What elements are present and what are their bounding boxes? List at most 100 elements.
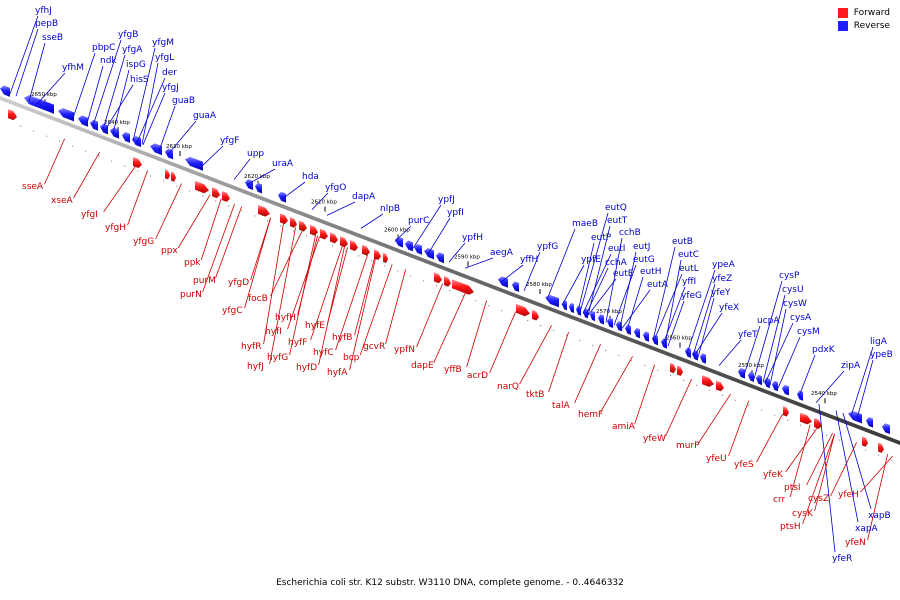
reverse-gene-label: ndk (100, 56, 117, 66)
forward-gene (171, 171, 176, 182)
forward-gene-label: yfeU (706, 454, 727, 464)
trail-dot (228, 205, 230, 207)
reverse-gene-label: der (162, 68, 177, 78)
reverse-leader-line (835, 410, 859, 523)
trail-dot (696, 384, 698, 386)
reverse-gene-label: zipA (841, 361, 861, 371)
reverse-leader-line (233, 158, 251, 180)
trail-dot (163, 180, 165, 182)
trail-dot (280, 225, 282, 227)
forward-leader-line (433, 292, 466, 364)
forward-gene (362, 244, 370, 256)
reverse-gene-label: ucpA (757, 316, 780, 326)
reverse-gene-label: yfhM (62, 63, 84, 73)
forward-gene (290, 217, 297, 228)
forward-gene-label: hyfJ (247, 362, 264, 372)
reverse-leader-line (621, 289, 651, 329)
reverse-gene-label: yfeY (711, 288, 731, 298)
reverse-gene-label: ypfJ (438, 195, 455, 205)
trail-dot (618, 354, 620, 357)
reverse-gene-label: maeB (572, 219, 598, 229)
reverse-leader-line (546, 228, 576, 300)
reverse-gene-label: yfeZ (712, 274, 732, 284)
reverse-leader-line (464, 257, 494, 269)
reverse-gene (498, 276, 508, 288)
reverse-gene-label: nlpB (380, 204, 400, 214)
forward-gene (878, 442, 884, 453)
reverse-leader-line (448, 242, 466, 263)
reverse-leader-line (394, 225, 412, 242)
forward-leader-line (287, 236, 320, 330)
reverse-gene (866, 417, 873, 428)
forward-gene-label: hyfH (275, 313, 296, 323)
forward-gene-label: hyfD (296, 363, 317, 373)
reverse-gene-label: uraA (272, 159, 294, 169)
reverse-gene-label: yfgF (220, 136, 239, 146)
forward-gene-label: dapE (411, 361, 434, 371)
reverse-gene (436, 252, 444, 264)
reverse-gene-label: eutL (679, 264, 699, 274)
forward-gene-label: hemF (578, 410, 603, 420)
forward-leader-line (860, 455, 893, 493)
forward-gene (670, 362, 676, 374)
reverse-leader-line (360, 213, 384, 229)
forward-gene (800, 412, 812, 425)
forward-leader-line (263, 222, 284, 345)
reverse-gene-label: yffI (682, 277, 696, 287)
forward-gene (340, 236, 348, 248)
reverse-leader-line (664, 259, 682, 345)
trail-dot (215, 200, 217, 202)
reverse-leader-line (652, 246, 676, 341)
trail-dot (423, 280, 425, 282)
trail-dot (20, 125, 22, 127)
reverse-leader-line (92, 39, 122, 126)
forward-gene (383, 252, 388, 263)
forward-gene-label: bcp (343, 353, 360, 363)
trail-dot (579, 339, 581, 342)
reverse-leader-line (692, 283, 716, 356)
forward-gene-label: purM (193, 276, 216, 286)
trail-dot (293, 230, 295, 232)
reverse-gene-label: yfeG (681, 291, 702, 301)
trail-dot (111, 160, 113, 162)
forward-gene-label: yfgD (228, 278, 249, 288)
reverse-leader-line (167, 120, 197, 155)
forward-gene-label: yfeK (763, 470, 784, 480)
trail-dot (345, 250, 347, 252)
trail-dot (878, 454, 880, 456)
forward-gene (350, 240, 358, 251)
forward-leader-line (789, 424, 811, 498)
forward-gene-label: hyfI (265, 327, 282, 337)
trail-dot (774, 414, 776, 416)
forward-gene-label: yfgG (133, 237, 154, 247)
trail-dot (683, 379, 685, 381)
forward-leader-line (385, 269, 406, 345)
forward-gene-label: ppk (184, 258, 201, 268)
forward-gene (258, 204, 270, 217)
trail-dot (865, 449, 867, 451)
reverse-gene-label: purC (408, 216, 429, 226)
trail-dot (397, 270, 399, 272)
reverse-gene-label: ypfG (537, 242, 558, 252)
trail-dot (449, 290, 451, 292)
forward-gene-label: ptsI (784, 483, 801, 493)
forward-leader-line (335, 254, 368, 351)
trail-dot (475, 300, 477, 302)
forward-leader-line (177, 194, 211, 249)
tick-label: 2550 kbp (738, 363, 764, 369)
reverse-gene (598, 314, 604, 325)
reverse-gene-label: cchA (605, 258, 628, 268)
reverse-gene-label: yfgA (122, 45, 143, 55)
reverse-gene (414, 243, 422, 255)
forward-leader-line (310, 245, 343, 341)
reverse-gene (424, 248, 434, 260)
legend-reverse-label: Reverse (853, 21, 890, 31)
reverse-gene-label: yfhJ (35, 6, 52, 16)
forward-leader-line (289, 234, 316, 356)
reverse-leader-line (132, 47, 156, 142)
forward-leader-line (416, 283, 443, 348)
reverse-gene (78, 115, 88, 127)
forward-gene-label: crr (773, 495, 785, 505)
trail-dot (553, 329, 555, 332)
reverse-gene-label: yffH (520, 255, 538, 265)
